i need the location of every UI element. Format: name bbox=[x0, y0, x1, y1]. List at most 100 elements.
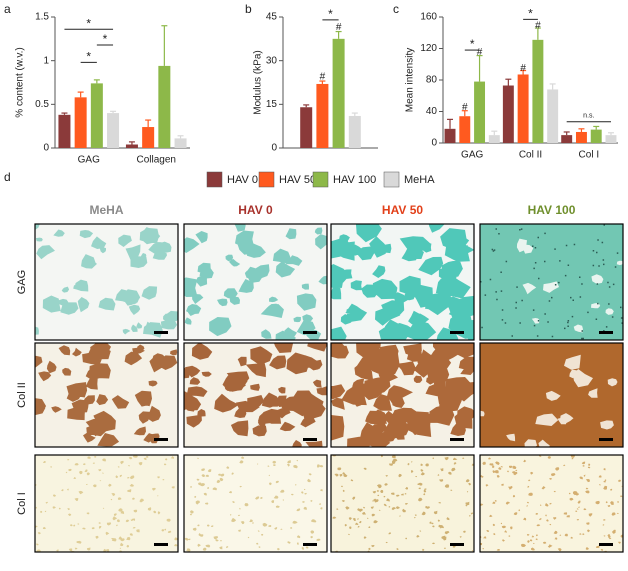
row-label: Col II bbox=[16, 382, 28, 408]
scale-bar bbox=[450, 543, 464, 546]
scale-bar bbox=[303, 331, 317, 334]
stain-image bbox=[184, 455, 327, 552]
bar bbox=[125, 144, 138, 148]
y-tick-label: 1.5 bbox=[35, 12, 49, 23]
image-border bbox=[34, 454, 179, 553]
legend-label: HAV 100 bbox=[333, 174, 376, 186]
annotation: # bbox=[477, 47, 483, 58]
bar bbox=[90, 83, 103, 148]
scale-bar bbox=[154, 543, 168, 546]
annotation: * bbox=[86, 16, 91, 30]
annotation: * bbox=[86, 50, 91, 64]
scale-bar bbox=[450, 438, 464, 441]
bar bbox=[547, 89, 559, 143]
image-border bbox=[479, 342, 624, 448]
annotation: * bbox=[528, 7, 533, 21]
annotation: * bbox=[470, 37, 475, 51]
y-tick-label: 0 bbox=[43, 143, 49, 154]
scale-bar bbox=[599, 331, 613, 334]
x-tick-label: Col I bbox=[579, 150, 600, 161]
y-tick-label: 0 bbox=[271, 143, 277, 154]
y-tick-label: 1 bbox=[43, 55, 49, 66]
image-border bbox=[183, 223, 328, 341]
bar bbox=[517, 74, 529, 143]
panel-label: d bbox=[4, 170, 11, 184]
tissue-blobs bbox=[331, 224, 474, 340]
y-tick-label: 160 bbox=[420, 12, 437, 23]
stain-image bbox=[480, 224, 623, 340]
annotation: # bbox=[535, 20, 541, 31]
stain-image bbox=[331, 224, 474, 340]
column-header: HAV 100 bbox=[528, 203, 576, 217]
stain-image bbox=[184, 343, 327, 447]
x-tick-label: GAG bbox=[461, 150, 483, 161]
bar bbox=[348, 115, 361, 148]
bar bbox=[474, 81, 486, 143]
bar bbox=[58, 114, 71, 148]
bar bbox=[575, 131, 587, 143]
bar bbox=[174, 138, 187, 148]
stain-image bbox=[331, 455, 474, 552]
bar bbox=[561, 135, 573, 143]
row-label: GAG bbox=[16, 270, 28, 294]
legend-swatch bbox=[206, 171, 223, 188]
image-border bbox=[330, 342, 475, 448]
annotation: # bbox=[336, 22, 342, 33]
tissue-blobs bbox=[516, 238, 623, 333]
bar bbox=[158, 65, 171, 148]
stain-image bbox=[35, 455, 178, 552]
y-axis-label: Mean intensity bbox=[405, 48, 416, 112]
stain-image bbox=[480, 343, 623, 447]
tissue-blobs bbox=[35, 455, 178, 552]
panel-label: b bbox=[245, 2, 252, 16]
tissue-blobs bbox=[184, 224, 327, 340]
y-axis-label: % content (w.v.) bbox=[15, 47, 26, 117]
bar bbox=[532, 39, 544, 143]
panel-label: c bbox=[393, 2, 399, 16]
scale-bar bbox=[599, 543, 613, 546]
image-background bbox=[35, 455, 178, 552]
y-axis-label: Modulus (kPa) bbox=[253, 50, 264, 114]
tissue-blobs bbox=[480, 354, 618, 447]
image-background bbox=[331, 455, 474, 552]
bar bbox=[332, 38, 345, 149]
y-tick-label: 45 bbox=[266, 12, 278, 23]
image-border bbox=[479, 454, 624, 553]
bar bbox=[142, 127, 155, 148]
scale-bar bbox=[599, 438, 613, 441]
annotation: n.s. bbox=[583, 113, 594, 120]
bar bbox=[502, 85, 514, 143]
y-tick-label: 80 bbox=[426, 75, 438, 86]
stain-image bbox=[331, 343, 474, 447]
image-border bbox=[479, 223, 624, 341]
tissue-blobs bbox=[35, 224, 178, 338]
legend-label: HAV 50 bbox=[279, 174, 316, 186]
tissue-blobs bbox=[184, 343, 327, 447]
image-border bbox=[183, 454, 328, 553]
bar bbox=[488, 135, 500, 143]
bar bbox=[316, 83, 329, 148]
row-label: Col I bbox=[16, 492, 28, 515]
legend-swatch bbox=[383, 171, 400, 188]
stain-image bbox=[184, 224, 327, 340]
annotation: # bbox=[320, 71, 326, 82]
column-header: HAV 50 bbox=[382, 203, 423, 217]
scale-bar bbox=[303, 543, 317, 546]
y-tick-label: 0 bbox=[431, 138, 437, 149]
scale-bar bbox=[450, 331, 464, 334]
image-background bbox=[35, 224, 178, 340]
y-tick-label: 30 bbox=[266, 55, 278, 66]
image-border bbox=[34, 223, 179, 341]
annotation: * bbox=[328, 7, 333, 21]
image-border bbox=[330, 454, 475, 553]
x-tick-label: GAG bbox=[78, 155, 100, 166]
annotation: * bbox=[103, 32, 108, 46]
legend-swatch bbox=[312, 171, 329, 188]
tissue-blobs bbox=[331, 343, 474, 447]
x-tick-label: Col II bbox=[519, 150, 542, 161]
y-tick-label: 120 bbox=[420, 43, 437, 54]
image-border bbox=[34, 342, 179, 448]
bar bbox=[605, 135, 617, 143]
annotation: # bbox=[520, 63, 526, 74]
bar bbox=[590, 129, 602, 143]
